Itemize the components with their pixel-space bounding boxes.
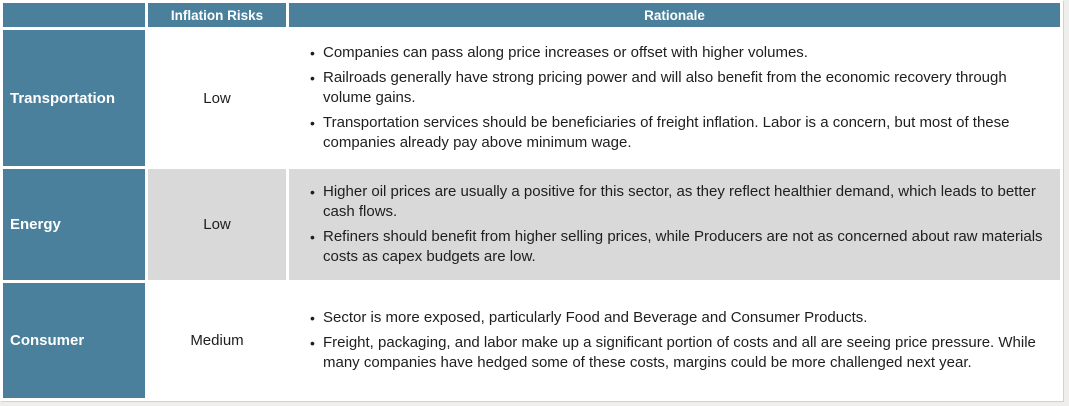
sector-cell-transportation: Transportation: [3, 30, 145, 166]
risk-cell-consumer: Medium: [148, 283, 286, 398]
rationale-cell-transportation: Companies can pass along price increases…: [289, 30, 1060, 166]
bullet-item: Companies can pass along price increases…: [289, 43, 1046, 63]
bullet-item: Refiners should benefit from higher sell…: [289, 227, 1046, 267]
sector-cell-consumer: Consumer: [3, 283, 145, 398]
col-header-rationale: Rationale: [289, 3, 1060, 27]
rationale-cell-energy: Higher oil prices are usually a positive…: [289, 169, 1060, 280]
rationale-cell-consumer: Sector is more exposed, particularly Foo…: [289, 283, 1060, 398]
bullet-item: Freight, packaging, and labor make up a …: [289, 333, 1046, 373]
table-row-transportation: Transportation Low Companies can pass al…: [3, 30, 1060, 166]
bullet-list: Sector is more exposed, particularly Foo…: [289, 308, 1046, 373]
sector-cell-energy: Energy: [3, 169, 145, 280]
bullet-item: Railroads generally have strong pricing …: [289, 68, 1046, 108]
bullet-item: Sector is more exposed, particularly Foo…: [289, 308, 1046, 328]
bullet-list: Higher oil prices are usually a positive…: [289, 182, 1046, 267]
table-row-energy: Energy Low Higher oil prices are usually…: [3, 169, 1060, 280]
risk-cell-energy: Low: [148, 169, 286, 280]
header-empty-cell: [3, 3, 145, 27]
bullet-item: Higher oil prices are usually a positive…: [289, 182, 1046, 222]
header-row: Inflation Risks Rationale: [3, 3, 1060, 27]
col-header-inflation-risks: Inflation Risks: [148, 3, 286, 27]
bullet-item: Transportation services should be benefi…: [289, 113, 1046, 153]
table-row-consumer: Consumer Medium Sector is more exposed, …: [3, 283, 1060, 398]
risk-cell-transportation: Low: [148, 30, 286, 166]
bullet-list: Companies can pass along price increases…: [289, 43, 1046, 153]
